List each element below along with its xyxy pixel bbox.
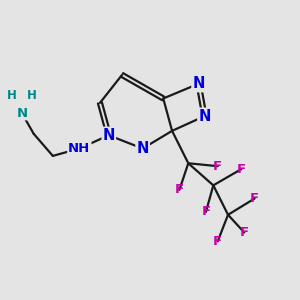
Text: N: N: [103, 128, 115, 143]
Text: F: F: [213, 235, 222, 248]
Text: F: F: [237, 163, 246, 176]
Text: N: N: [192, 76, 205, 91]
Text: F: F: [175, 183, 184, 196]
Text: NH: NH: [68, 142, 91, 155]
Text: F: F: [213, 160, 222, 173]
Text: N: N: [16, 107, 28, 120]
Text: H: H: [7, 89, 16, 102]
Text: F: F: [250, 192, 259, 205]
Text: N: N: [198, 109, 211, 124]
Text: H: H: [27, 89, 37, 102]
Text: F: F: [201, 205, 211, 218]
Text: N: N: [136, 141, 149, 156]
Text: F: F: [240, 226, 249, 239]
